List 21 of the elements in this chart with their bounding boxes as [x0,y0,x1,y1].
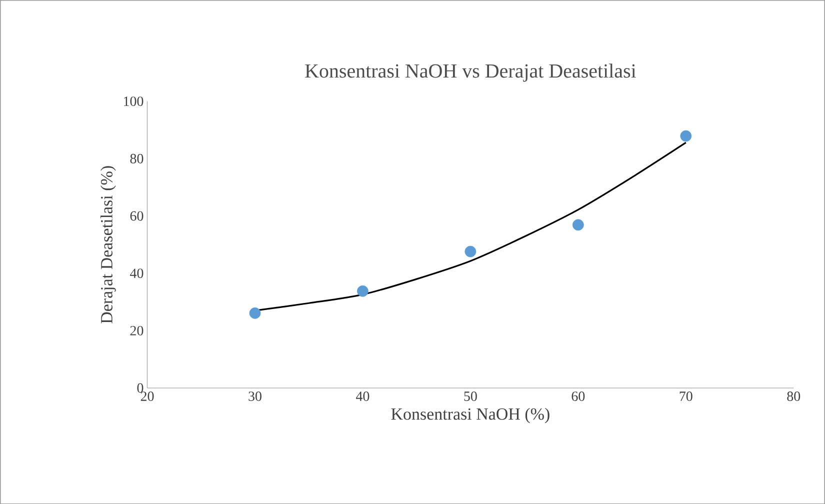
y-tick-label: 0 [137,383,144,393]
point [249,307,261,319]
y-axis-title: Derajat Deasetilasi (%) [100,166,116,324]
x-tick-label: 30 [248,391,262,401]
y-tick-label: 20 [130,326,144,336]
chart-title: Konsentrasi NaOH vs Derajat Deasetilasi [305,64,636,82]
x-tick-label: 50 [464,391,477,401]
point [572,219,584,230]
y-tick-label: 100 [124,96,144,106]
y-tick-label: 40 [130,268,144,278]
y-tick-label: 80 [130,154,144,164]
x-tick-label: 40 [356,391,370,401]
x-tick-label: 70 [680,391,692,401]
x-tick-label: 80 [787,391,800,401]
x-axis-title: Konsentrasi NaOH (%) [391,408,550,424]
point [357,285,368,297]
x-tick-label: 20 [140,391,154,401]
y-tick-label: 60 [130,211,144,221]
point [680,130,692,142]
point [464,246,476,258]
x-tick-label: 60 [572,391,585,401]
